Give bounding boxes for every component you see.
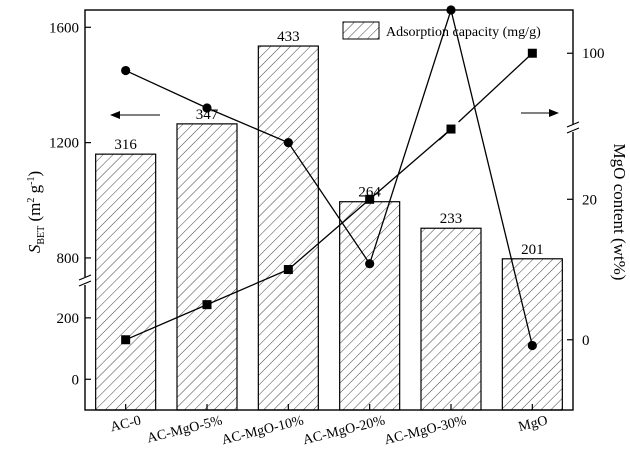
square-marker-AC-MgO-10%	[283, 265, 293, 275]
plot-frame	[84, 9, 574, 411]
square-marker-AC-0	[121, 335, 131, 345]
circle-marker-AC-MgO-10%	[283, 138, 293, 148]
lines-layer	[121, 5, 537, 351]
bar-data-label: 316	[114, 137, 137, 153]
square-marker-AC-MgO-30%	[446, 124, 456, 134]
circle-marker-AC-MgO-5%	[202, 103, 212, 113]
bar-data-label: 264	[358, 185, 381, 201]
bar-data-label: 433	[277, 29, 300, 45]
category-label: AC-0	[109, 413, 143, 435]
category-labels: AC-0 AC-MgO-5%AC-MgO-10%AC-MgO-20%AC-MgO-…	[109, 413, 549, 448]
axis-break-slash	[566, 121, 580, 128]
square-line-segment	[458, 52, 533, 123]
legend: Adsorption capacity (mg/g)	[342, 21, 541, 40]
bar-AC-MgO-20%	[339, 201, 401, 411]
category-label: AC-MgO-5%	[146, 413, 225, 446]
circle-marker-AC-0	[121, 65, 131, 76]
circle-line	[125, 7, 533, 346]
legend-label: Adsorption capacity (mg/g)	[386, 25, 541, 40]
square-line-segment	[369, 128, 452, 200]
left-axis-arrow	[110, 111, 160, 119]
square-line-segment	[206, 268, 289, 306]
square-line-segment	[125, 304, 208, 341]
bar-MgO	[501, 258, 563, 411]
category-label: AC-MgO-20%	[302, 413, 387, 448]
bar-data-label: 201	[521, 242, 544, 258]
y-left-tick-label: 1200	[49, 136, 79, 152]
bar-AC-MgO-5%	[176, 123, 238, 411]
square-line-segment	[287, 198, 371, 271]
y-right-tick-label: 100	[582, 46, 605, 62]
y-left-tick-label: 1600	[49, 20, 79, 36]
bar-AC-0	[95, 153, 157, 411]
y-right-tick-label: 20	[582, 192, 597, 208]
bar-AC-MgO-30%	[420, 227, 482, 411]
right-axis-arrow	[521, 109, 559, 117]
y-left-axis-title: SBET (m2 g-1)	[25, 171, 47, 253]
square-marker-MgO	[527, 48, 537, 58]
y-right-tick-label: 0	[582, 333, 590, 349]
axis-break-gap	[567, 124, 579, 132]
y-left-tick-label: 800	[57, 251, 80, 267]
bar-data-label: 233	[440, 211, 463, 227]
axis-break-slash	[78, 274, 92, 281]
square-marker-AC-MgO-5%	[202, 300, 212, 310]
bar-AC-MgO-10%	[257, 45, 319, 411]
category-label: AC-MgO-30%	[383, 413, 468, 448]
category-label: AC-MgO-10%	[220, 413, 305, 448]
legend-swatch	[342, 21, 380, 40]
square-marker-AC-MgO-20%	[365, 194, 375, 204]
y-left-tick-label: 0	[72, 372, 80, 388]
y-left-tick-label: 200	[57, 311, 80, 327]
y-right-axis-title: MgO content (wt%)	[610, 144, 629, 281]
circle-marker-MgO	[527, 340, 537, 351]
circle-marker-AC-MgO-20%	[365, 259, 375, 269]
axes-layer: 0 200 800 1200 1600 0 20 100	[49, 20, 605, 410]
axis-break-slash	[566, 127, 580, 134]
axis-break-slash	[78, 280, 92, 287]
category-label: MgO	[517, 413, 549, 435]
axis-break-gap	[79, 277, 91, 285]
